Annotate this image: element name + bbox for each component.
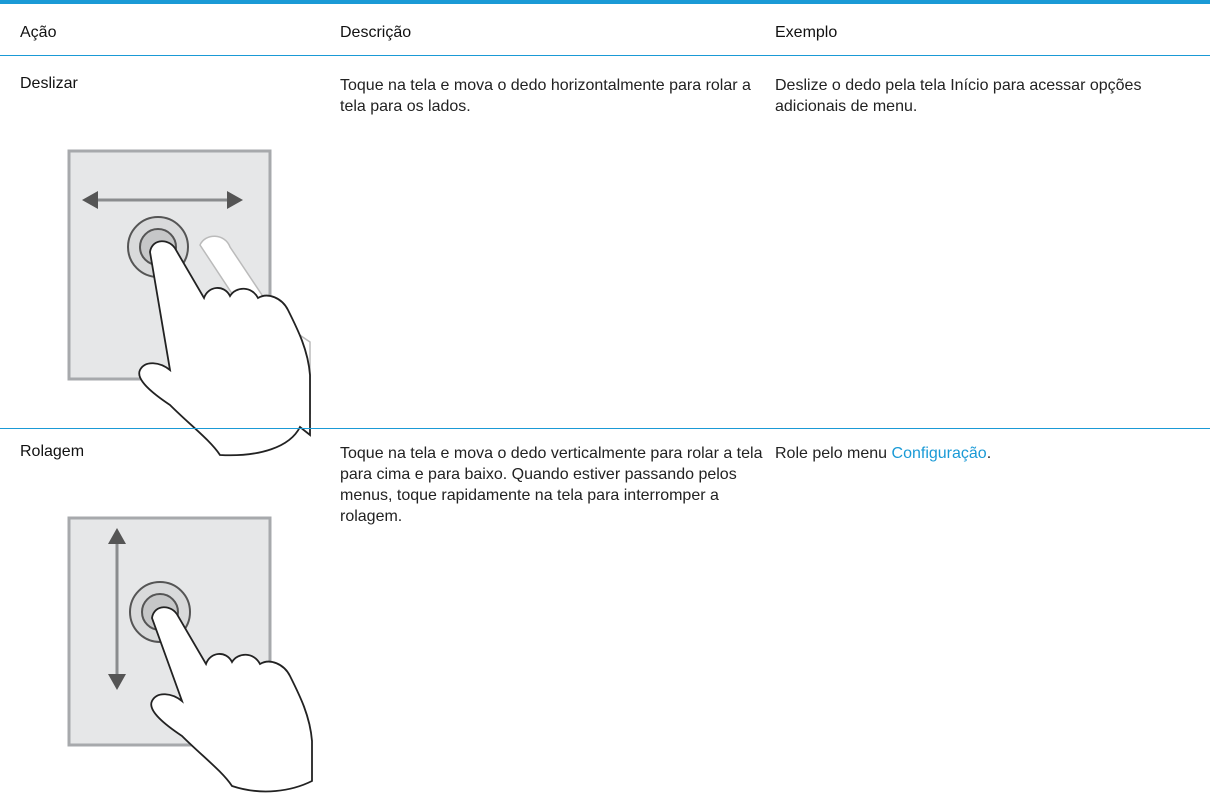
example: Deslize o dedo pela tela Início para ace… xyxy=(775,77,1142,115)
row-rule xyxy=(0,428,1210,429)
action: Rolagem xyxy=(20,443,85,460)
description: Toque na tela e mova o dedo horizontalme… xyxy=(340,77,751,115)
header-cell: Ação xyxy=(20,24,57,41)
header-rule xyxy=(0,55,1210,56)
menu-link[interactable]: Configuração xyxy=(891,445,987,462)
action: Deslizar xyxy=(20,75,78,92)
description: Toque na tela e mova o dedo verticalment… xyxy=(340,445,763,525)
top-rule xyxy=(0,0,1210,4)
example: Role pelo menu Configuração. xyxy=(775,443,1195,464)
example-text: Role pelo menu xyxy=(775,445,892,462)
swipe-illustration xyxy=(67,149,311,457)
scroll-illustration xyxy=(67,516,313,793)
header-cell: Exemplo xyxy=(775,24,838,41)
example-text: . xyxy=(986,445,992,462)
header-cell: Descrição xyxy=(340,24,412,41)
